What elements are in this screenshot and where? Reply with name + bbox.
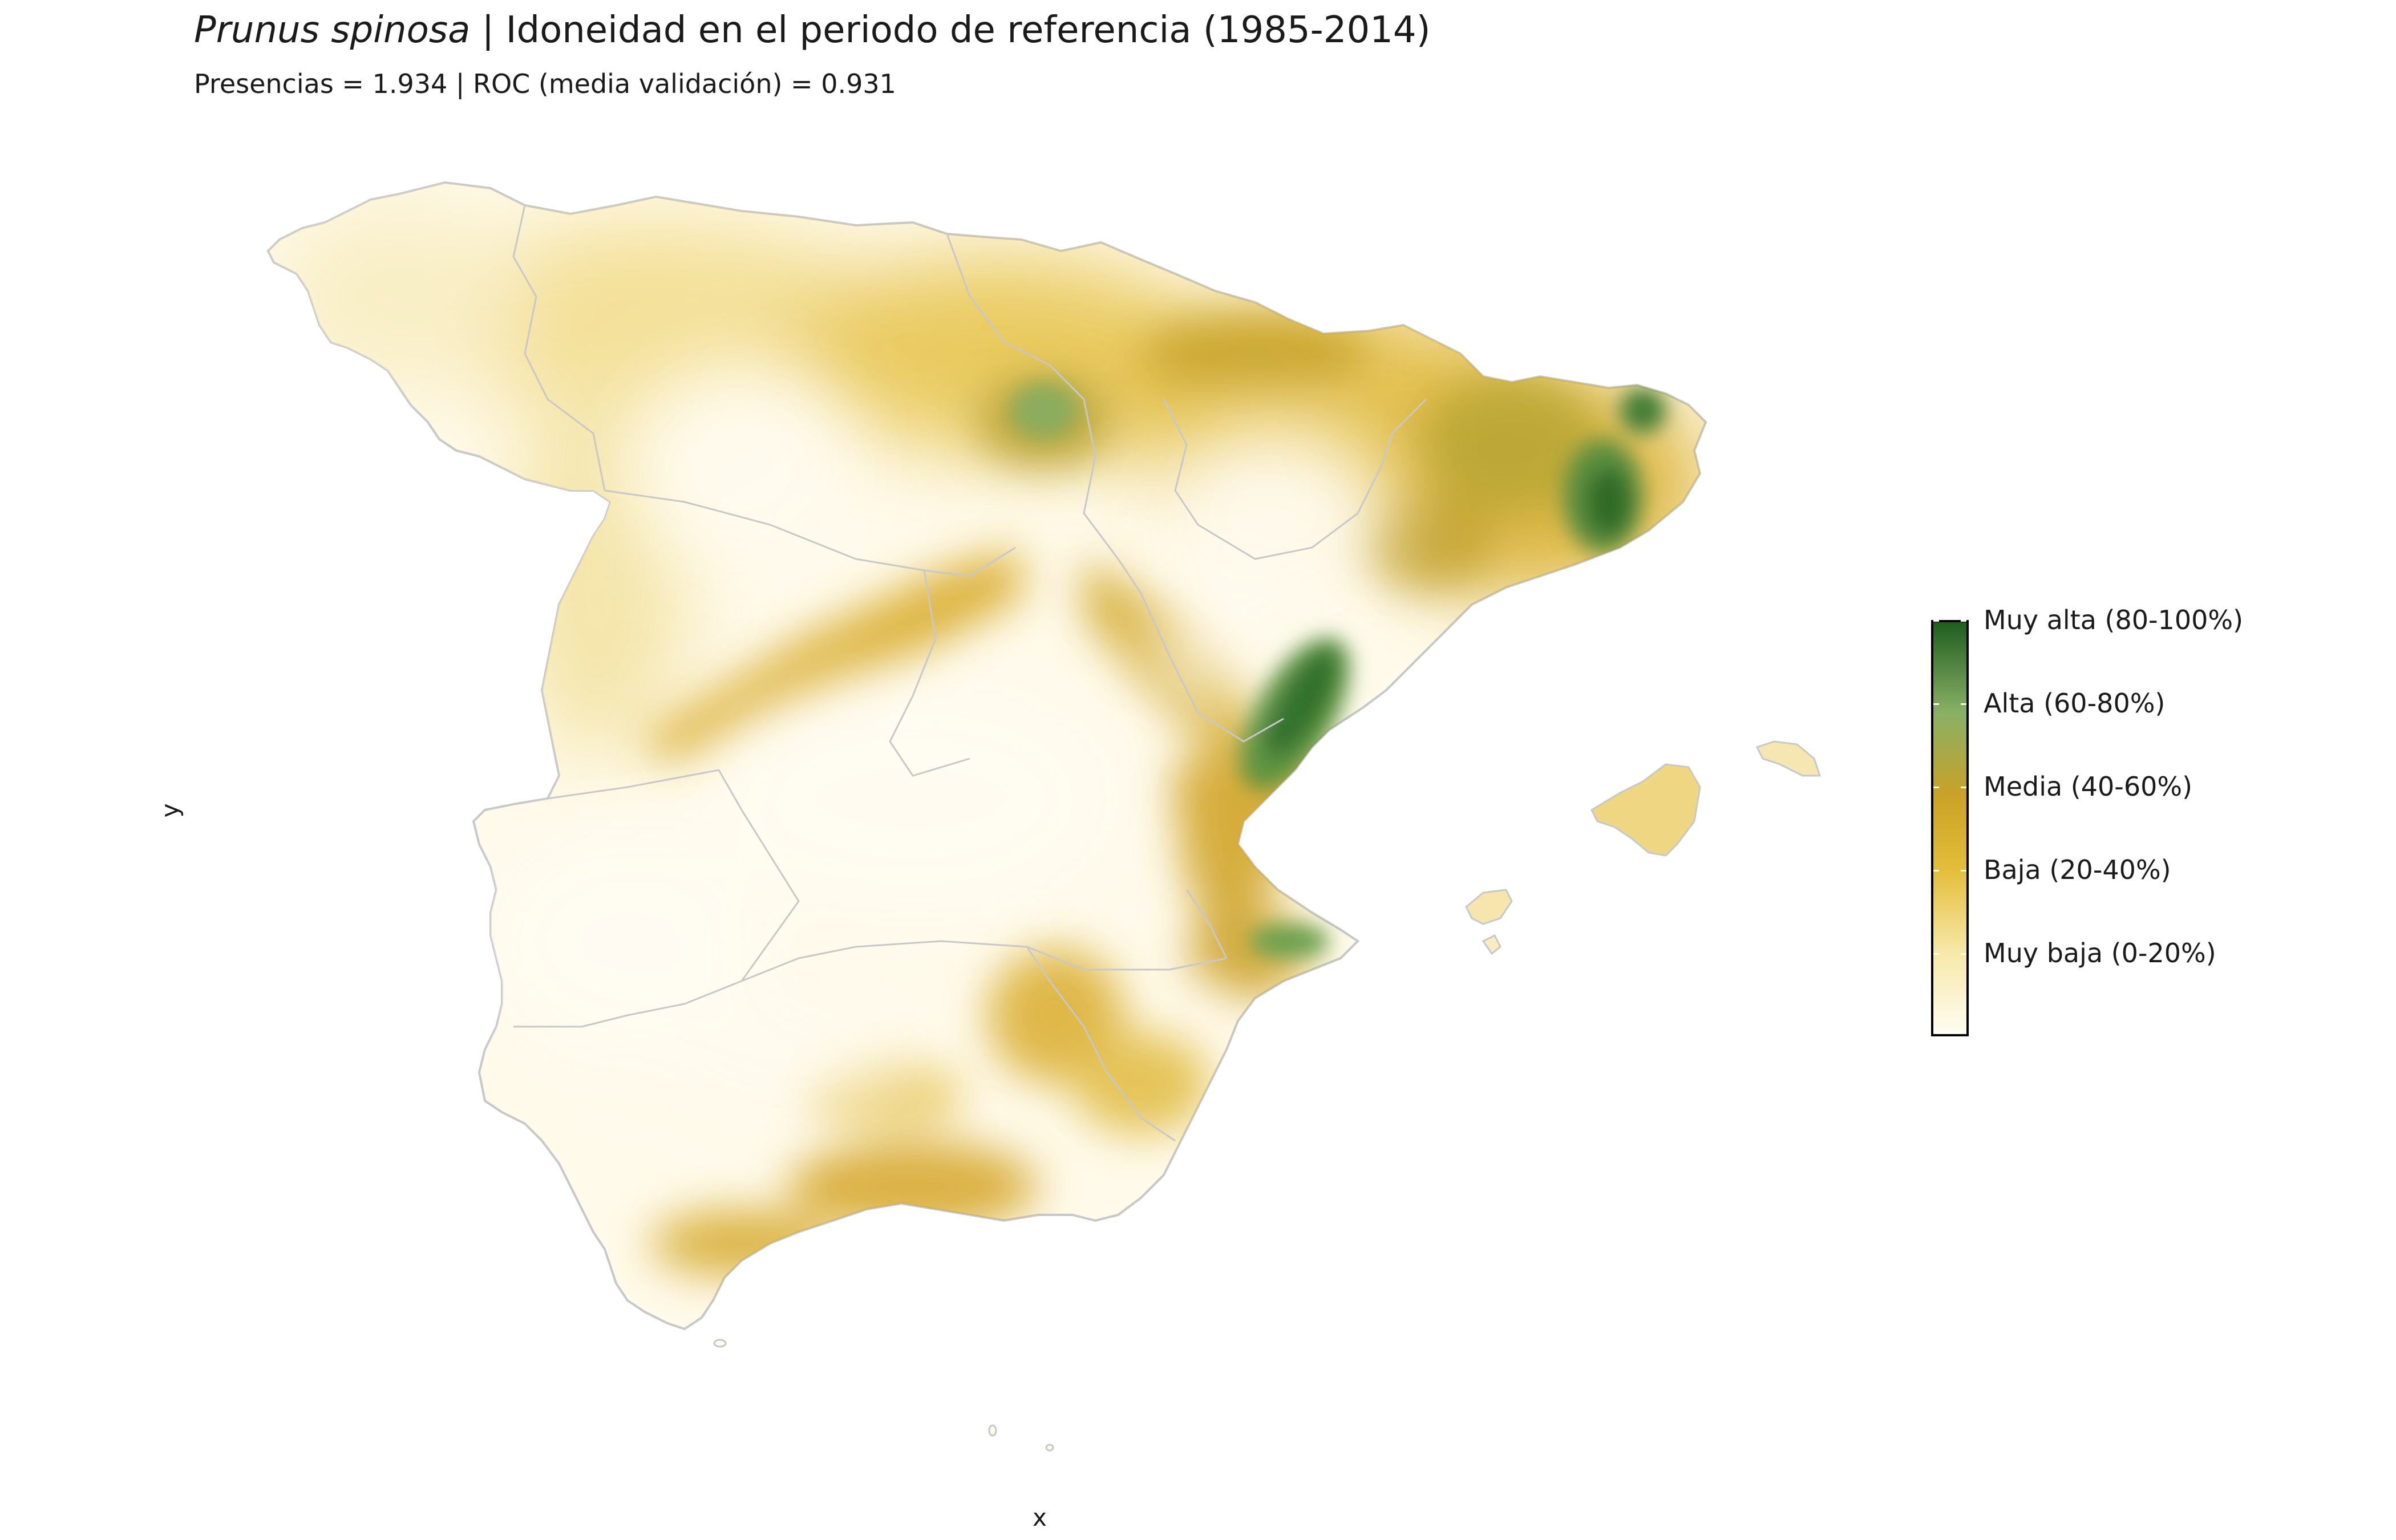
legend-label-medium: Media (40-60%) (1984, 771, 2193, 802)
balearic-islands (1465, 740, 1822, 955)
species-name: Prunus spinosa (194, 9, 471, 51)
legend-tick (1961, 953, 1966, 955)
legend-tick (1961, 620, 1966, 622)
map-title: Prunus spinosa | Idoneidad en el periodo… (194, 5, 1431, 56)
legend-tick (1961, 787, 1966, 788)
legend-tick (1933, 703, 1939, 705)
suitability-raster (274, 205, 1706, 1278)
legend-tick (1933, 787, 1939, 788)
legend-tick (1933, 620, 1939, 622)
legend-tick (1933, 870, 1939, 872)
map-subtitle: Presencias = 1.934 | ROC (media validaci… (194, 68, 896, 99)
melilla (1045, 1444, 1054, 1452)
islet (713, 1339, 727, 1348)
x-axis-label: x (1033, 1503, 1047, 1531)
legend-label-high: Alta (60-80%) (1984, 688, 2166, 719)
legend-label-very-high: Muy alta (80-100%) (1984, 605, 2244, 635)
enclaves (713, 1339, 1054, 1452)
legend-label-low: Baja (20-40%) (1984, 854, 2171, 885)
mallorca (1590, 763, 1701, 857)
legend-tick (1961, 870, 1966, 872)
legend-tick (1961, 703, 1966, 705)
ceuta (988, 1424, 997, 1437)
title-text: | Idoneidad en el periodo de referencia … (470, 9, 1431, 51)
region-boundaries (512, 205, 1427, 1142)
legend-label-very-low: Muy baja (0-20%) (1984, 938, 2216, 968)
ibiza (1465, 889, 1513, 925)
menorca (1755, 740, 1822, 777)
legend-colorbar (1931, 620, 1969, 1036)
formentera (1482, 934, 1501, 955)
legend-tick (1933, 953, 1939, 955)
legend: Muy alta (80-100%) Alta (60-80%) Media (… (1931, 605, 2251, 1042)
